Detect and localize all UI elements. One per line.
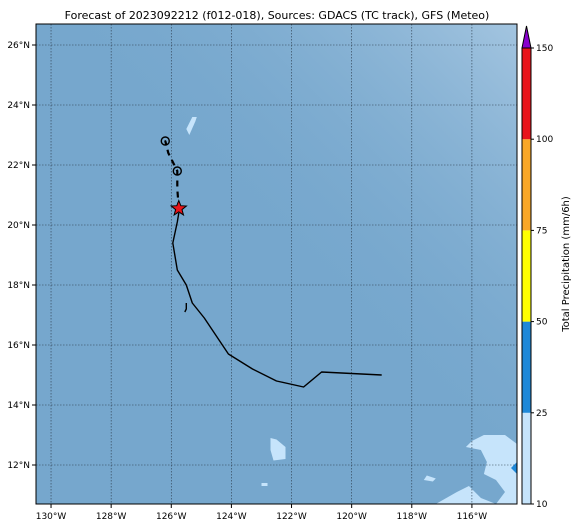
precip-patch-near-12.5N bbox=[270, 438, 286, 461]
lat-tick-label: 12°N bbox=[7, 461, 30, 471]
colorbar-segment bbox=[522, 321, 531, 413]
lat-tick-label: 24°N bbox=[7, 101, 30, 111]
colorbar-tick-label: 100 bbox=[536, 135, 553, 145]
lon-tick-label: 116°W bbox=[457, 512, 488, 522]
precip-patch-near-23.5N bbox=[186, 117, 197, 135]
colorbar-segment bbox=[522, 230, 531, 322]
lat-tick-label: 18°N bbox=[7, 281, 30, 291]
latitude-ticks: 26°N 24°N 22°N 20°N 18°N 16°N 14°N 12°N bbox=[7, 41, 36, 471]
colorbar-segment bbox=[522, 48, 531, 140]
colorbar-tick-label: 150 bbox=[536, 44, 553, 54]
colorbar-tick-label: 50 bbox=[536, 318, 548, 328]
colorbar-segment bbox=[522, 412, 531, 504]
precipitation-layer bbox=[186, 117, 517, 504]
track-hook-segment bbox=[184, 303, 188, 313]
map-panel: 130°W 128°W 126°W 124°W 122°W 120°W 118°W 116°W… bbox=[7, 23, 518, 522]
lon-tick-label: 122°W bbox=[276, 512, 307, 522]
lon-tick-label: 120°W bbox=[336, 512, 367, 522]
lat-tick-label: 16°N bbox=[7, 341, 30, 351]
colorbar-label: Total Precipitation (mm/6h) bbox=[561, 196, 572, 333]
precip-patch-near-11.6N-117W bbox=[423, 475, 436, 482]
longitude-ticks: 130°W 128°W 126°W 124°W 122°W 120°W 118°W 116°W bbox=[36, 504, 488, 522]
colorbar-tick-label: 10 bbox=[536, 500, 548, 510]
figure-title: Forecast of 2023092212 (f012-018), Sourc… bbox=[65, 9, 490, 22]
lon-tick-label: 130°W bbox=[36, 512, 67, 522]
forecast-position-marker bbox=[160, 136, 170, 146]
colorbar: 10 25 50 75 100 150 bbox=[521, 25, 553, 510]
precip-patch-near-11.5N bbox=[261, 483, 268, 486]
colorbar-tick-label: 75 bbox=[536, 226, 547, 236]
lat-tick-label: 20°N bbox=[7, 221, 30, 231]
precip-patch-se-corner bbox=[435, 435, 517, 504]
precip-patch-se-edge-blue bbox=[511, 462, 517, 474]
forecast-position-dot bbox=[164, 140, 167, 142]
map-background-highlight bbox=[36, 24, 517, 504]
lon-tick-label: 128°W bbox=[96, 512, 127, 522]
lon-tick-label: 124°W bbox=[216, 512, 247, 522]
graticule bbox=[36, 24, 517, 504]
tc-track bbox=[160, 136, 382, 388]
lon-tick-label: 118°W bbox=[396, 512, 427, 522]
colorbar-segment bbox=[522, 139, 531, 231]
lat-tick-label: 26°N bbox=[7, 41, 30, 51]
lat-tick-label: 22°N bbox=[7, 161, 30, 171]
forecast-position-dot bbox=[176, 170, 179, 172]
colorbar-extend-arrow bbox=[521, 25, 532, 49]
current-position-star bbox=[169, 199, 188, 217]
forecast-position-marker bbox=[172, 166, 182, 176]
observed-track-line bbox=[172, 212, 382, 388]
lon-tick-label: 126°W bbox=[156, 512, 187, 522]
colorbar-tick-label: 25 bbox=[536, 409, 547, 419]
map-frame bbox=[35, 23, 518, 505]
lat-tick-label: 14°N bbox=[7, 401, 30, 411]
colorbar-frame bbox=[521, 47, 532, 505]
